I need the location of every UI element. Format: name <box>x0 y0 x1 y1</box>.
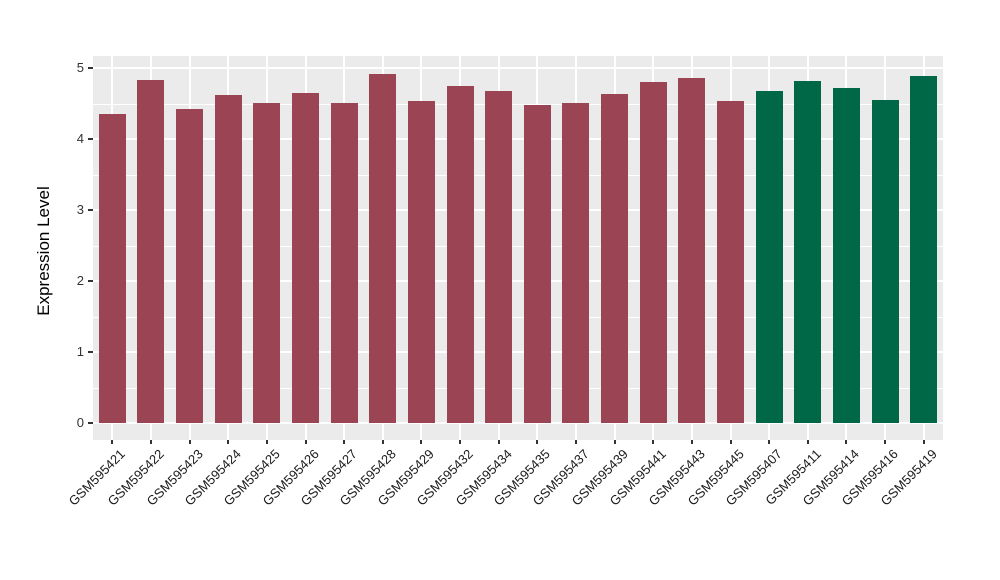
x-axis-tick <box>420 440 423 444</box>
x-axis-tick <box>149 440 152 444</box>
x-axis-tick <box>111 440 114 444</box>
x-axis-tick <box>884 440 887 444</box>
bar-GSM595426 <box>292 92 319 423</box>
major-gridline <box>93 67 943 69</box>
bar-GSM595432 <box>446 86 474 423</box>
major-gridline <box>93 138 943 140</box>
bar-GSM595411 <box>794 80 822 423</box>
x-axis-tick <box>574 440 577 444</box>
minor-gridline <box>93 245 943 247</box>
y-tick-label: 5 <box>76 60 84 75</box>
y-axis-tick <box>88 138 93 140</box>
minor-gridline <box>93 103 943 105</box>
bar-GSM595439 <box>601 93 629 423</box>
x-axis-tick <box>922 440 925 444</box>
y-axis-title: Expression Level <box>34 186 53 316</box>
x-axis-tick <box>343 440 346 444</box>
y-tick-label: 4 <box>76 131 84 146</box>
x-axis-tick <box>381 440 384 444</box>
x-axis-tick <box>265 440 268 444</box>
bar-GSM595416 <box>871 99 899 423</box>
x-axis-tick <box>690 440 693 444</box>
x-axis-tick <box>768 440 771 444</box>
bar-GSM595427 <box>330 102 358 423</box>
plot-panel <box>93 56 943 440</box>
x-axis-tick <box>652 440 655 444</box>
minor-gridline <box>93 316 943 318</box>
x-axis-tick <box>497 440 500 444</box>
bar-GSM595445 <box>717 101 744 423</box>
x-axis-tick <box>304 440 307 444</box>
x-axis-tick <box>613 440 616 444</box>
y-tick-label: 0 <box>76 415 84 430</box>
major-gridline <box>93 209 943 211</box>
bar-GSM595434 <box>485 91 513 423</box>
bar-GSM595428 <box>369 73 397 423</box>
bar-GSM595414 <box>832 87 860 423</box>
x-axis-tick <box>729 440 732 444</box>
bar-GSM595407 <box>755 90 783 423</box>
major-gridline <box>93 422 943 424</box>
bar-GSM595425 <box>253 102 281 423</box>
x-axis-tick <box>188 440 191 444</box>
y-axis-tick <box>88 280 93 282</box>
bar-GSM595424 <box>214 94 242 423</box>
x-axis-tick <box>536 440 539 444</box>
x-axis-tick <box>459 440 462 444</box>
bar-GSM595441 <box>639 82 667 423</box>
y-axis-tick <box>88 351 93 353</box>
bar-GSM595443 <box>678 77 706 423</box>
bar-GSM595422 <box>137 80 165 423</box>
y-tick-label: 2 <box>76 273 84 288</box>
minor-gridline <box>93 387 943 389</box>
x-axis-tick <box>227 440 230 444</box>
minor-gridline <box>93 174 943 176</box>
y-axis-tick <box>88 422 93 424</box>
bar-GSM595437 <box>562 102 590 423</box>
major-gridline <box>93 280 943 282</box>
bar-GSM595421 <box>98 114 126 423</box>
x-axis-tick <box>806 440 809 444</box>
bar-GSM595435 <box>523 104 551 423</box>
bar-GSM595429 <box>407 101 435 423</box>
bar-GSM595419 <box>910 75 938 423</box>
major-gridline <box>93 351 943 353</box>
bar-GSM595423 <box>176 109 204 423</box>
y-tick-label: 3 <box>76 202 84 217</box>
y-axis-tick <box>88 67 93 69</box>
y-axis-tick <box>88 209 93 211</box>
x-axis-tick <box>845 440 848 444</box>
y-tick-label: 1 <box>76 344 84 359</box>
